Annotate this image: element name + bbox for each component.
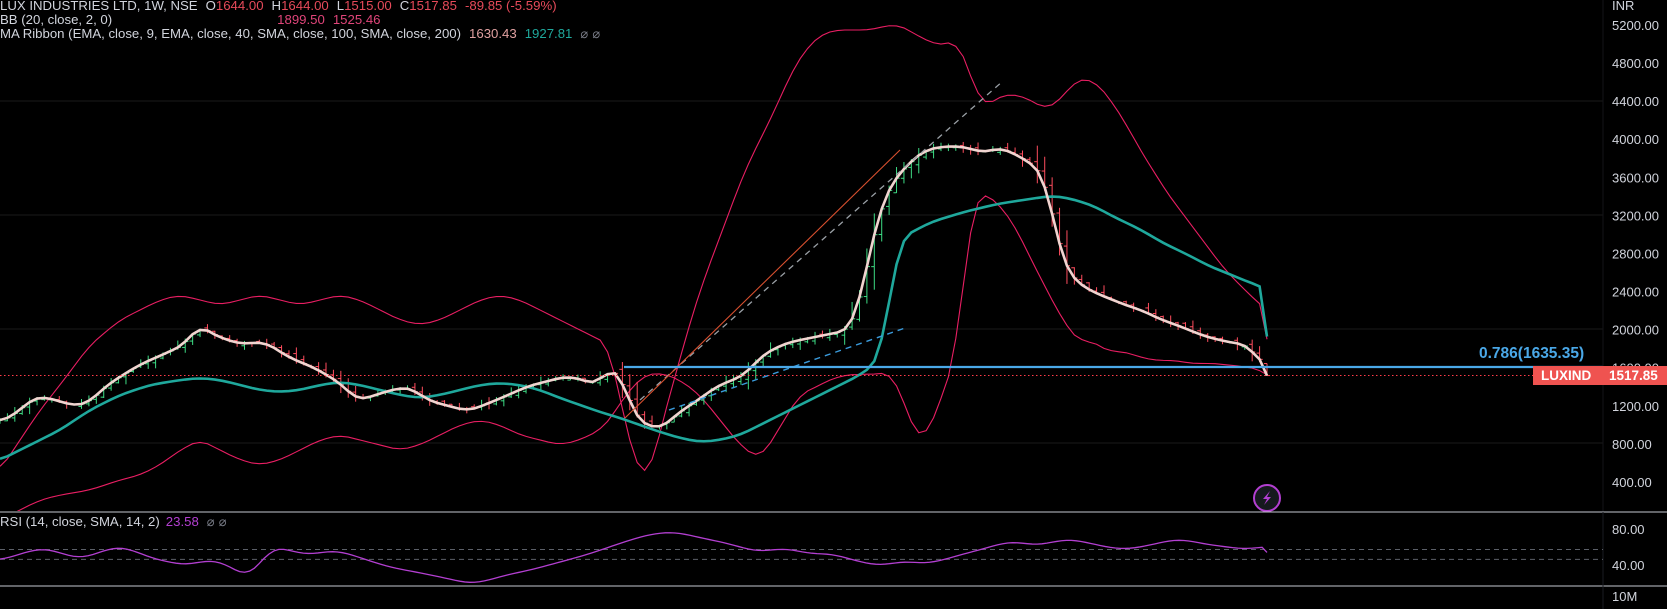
svg-text:80.00: 80.00 [1612, 522, 1645, 537]
svg-text:3600.00: 3600.00 [1612, 170, 1659, 185]
svg-text:1200.00: 1200.00 [1612, 399, 1659, 414]
svg-text:800.00: 800.00 [1612, 437, 1652, 452]
svg-text:0.786(1635.35): 0.786(1635.35) [1479, 345, 1584, 362]
svg-text:4800.00: 4800.00 [1612, 56, 1659, 71]
svg-text:4000.00: 4000.00 [1612, 132, 1659, 147]
svg-text:RSI (14, close, SMA, 14, 2)23.: RSI (14, close, SMA, 14, 2) 23.58 ⌀ ⌀ [0, 514, 227, 529]
svg-text:INR: INR [1612, 0, 1634, 13]
svg-text:3200.00: 3200.00 [1612, 208, 1659, 223]
svg-text:5200.00: 5200.00 [1612, 18, 1659, 33]
svg-text:40.00: 40.00 [1612, 558, 1645, 573]
svg-text:400.00: 400.00 [1612, 475, 1652, 490]
svg-text:2400.00: 2400.00 [1612, 285, 1659, 300]
svg-text:MA Ribbon (EMA, close, 9, EMA,: MA Ribbon (EMA, close, 9, EMA, close, 40… [0, 26, 600, 41]
svg-text:1517.85: 1517.85 [1609, 368, 1658, 383]
svg-text:10M: 10M [1612, 589, 1637, 604]
svg-text:2800.00: 2800.00 [1612, 247, 1659, 262]
svg-text:4400.00: 4400.00 [1612, 94, 1659, 109]
svg-text:LUXIND: LUXIND [1541, 368, 1592, 383]
svg-text:2000.00: 2000.00 [1612, 323, 1659, 338]
